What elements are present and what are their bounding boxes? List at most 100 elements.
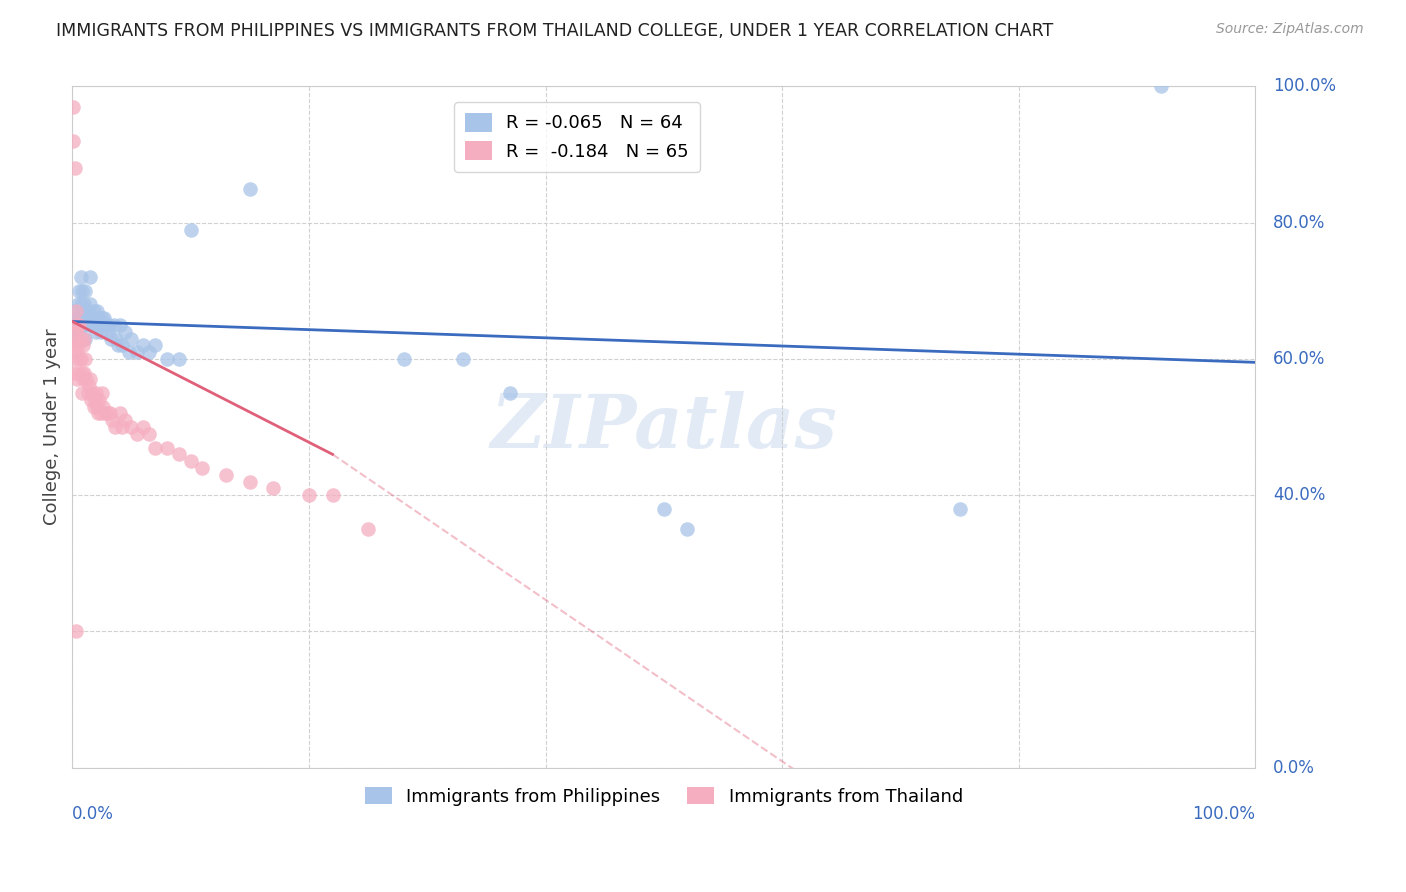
Text: IMMIGRANTS FROM PHILIPPINES VS IMMIGRANTS FROM THAILAND COLLEGE, UNDER 1 YEAR CO: IMMIGRANTS FROM PHILIPPINES VS IMMIGRANT… xyxy=(56,22,1053,40)
Point xyxy=(89,392,111,407)
Point xyxy=(111,420,134,434)
Point xyxy=(101,413,124,427)
Point xyxy=(75,331,97,345)
Point xyxy=(79,297,101,311)
Point xyxy=(63,161,86,176)
Point xyxy=(98,407,121,421)
Point xyxy=(72,304,94,318)
Point xyxy=(73,297,96,311)
Text: 100.0%: 100.0% xyxy=(1192,805,1256,823)
Point xyxy=(118,345,141,359)
Point xyxy=(86,400,108,414)
Point xyxy=(156,441,179,455)
Point xyxy=(70,366,93,380)
Point xyxy=(69,351,91,366)
Point xyxy=(67,318,90,332)
Point xyxy=(94,318,117,332)
Point xyxy=(111,338,134,352)
Point xyxy=(949,501,972,516)
Point xyxy=(75,372,97,386)
Point xyxy=(100,331,122,345)
Point xyxy=(86,304,108,318)
Point xyxy=(132,338,155,352)
Point xyxy=(1150,79,1173,94)
Point xyxy=(87,318,110,332)
Point xyxy=(70,386,93,401)
Point xyxy=(84,325,107,339)
Point xyxy=(73,366,96,380)
Point xyxy=(67,318,90,332)
Point xyxy=(83,304,105,318)
Point xyxy=(80,318,103,332)
Point xyxy=(143,338,166,352)
Text: Source: ZipAtlas.com: Source: ZipAtlas.com xyxy=(1216,22,1364,37)
Point xyxy=(97,325,120,339)
Point xyxy=(103,318,125,332)
Point xyxy=(76,386,98,401)
Point xyxy=(83,318,105,332)
Point xyxy=(67,284,90,298)
Point xyxy=(89,311,111,326)
Point xyxy=(67,338,90,352)
Point xyxy=(77,379,100,393)
Text: 0.0%: 0.0% xyxy=(72,805,114,823)
Point xyxy=(167,447,190,461)
Point xyxy=(75,311,97,326)
Point xyxy=(93,311,115,326)
Point xyxy=(65,331,87,345)
Point xyxy=(75,284,97,298)
Point xyxy=(82,386,104,401)
Point xyxy=(72,331,94,345)
Point xyxy=(239,181,262,195)
Point xyxy=(70,318,93,332)
Point xyxy=(73,318,96,332)
Point xyxy=(66,325,89,339)
Point xyxy=(82,311,104,326)
Point xyxy=(83,400,105,414)
Point xyxy=(63,351,86,366)
Point xyxy=(77,318,100,332)
Point xyxy=(65,325,87,339)
Point xyxy=(105,331,128,345)
Point xyxy=(72,372,94,386)
Point xyxy=(451,351,474,366)
Point xyxy=(62,304,84,318)
Point xyxy=(108,318,131,332)
Legend: Immigrants from Philippines, Immigrants from Thailand: Immigrants from Philippines, Immigrants … xyxy=(357,780,970,814)
Point xyxy=(62,134,84,148)
Point xyxy=(322,488,344,502)
Point xyxy=(120,331,142,345)
Point xyxy=(180,454,202,468)
Text: 40.0%: 40.0% xyxy=(1274,486,1326,504)
Text: 100.0%: 100.0% xyxy=(1274,78,1336,95)
Point xyxy=(191,461,214,475)
Text: ZIPatlas: ZIPatlas xyxy=(491,391,837,463)
Point xyxy=(138,426,160,441)
Point xyxy=(108,407,131,421)
Point xyxy=(90,325,112,339)
Point xyxy=(83,392,105,407)
Point xyxy=(97,407,120,421)
Point xyxy=(63,331,86,345)
Point xyxy=(91,318,114,332)
Point xyxy=(65,624,87,639)
Point xyxy=(215,467,238,482)
Text: 0.0%: 0.0% xyxy=(1274,759,1315,777)
Point xyxy=(66,372,89,386)
Point xyxy=(104,420,127,434)
Point xyxy=(499,386,522,401)
Point xyxy=(676,522,699,536)
Point xyxy=(67,297,90,311)
Text: 60.0%: 60.0% xyxy=(1274,350,1326,368)
Point xyxy=(357,522,380,536)
Point xyxy=(114,413,136,427)
Point xyxy=(90,386,112,401)
Point xyxy=(62,100,84,114)
Point xyxy=(91,400,114,414)
Point xyxy=(120,420,142,434)
Point xyxy=(143,441,166,455)
Point xyxy=(79,270,101,285)
Point xyxy=(69,297,91,311)
Point xyxy=(67,318,90,332)
Point xyxy=(94,407,117,421)
